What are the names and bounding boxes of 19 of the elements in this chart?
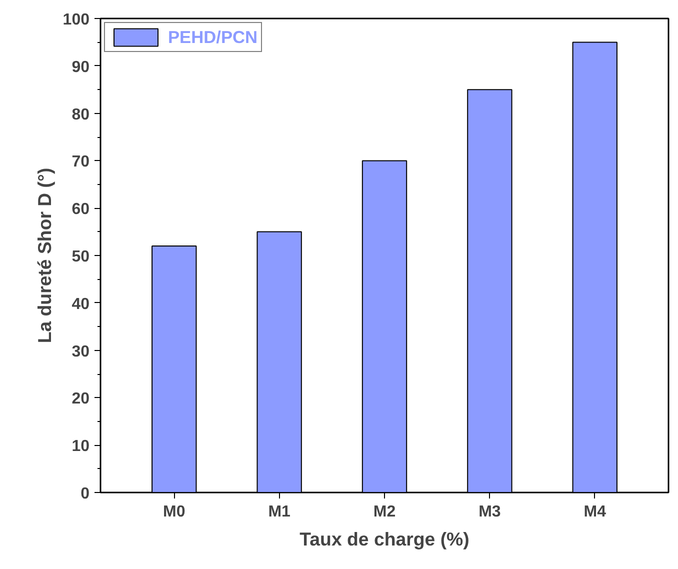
y-tick-label: 10 — [72, 438, 90, 456]
y-tick-label: 80 — [72, 106, 90, 124]
y-tick-label: 60 — [72, 201, 90, 218]
x-tick-label: M3 — [478, 504, 501, 520]
y-tick-label: 70 — [72, 154, 90, 171]
y-tick-label: 100 — [62, 12, 90, 28]
x-tick-label: M2 — [373, 504, 396, 520]
y-tick-label: 30 — [72, 343, 90, 360]
x-tick-label: M4 — [584, 504, 606, 520]
y-tick-label: 0 — [80, 486, 90, 502]
x-tick-label: M0 — [163, 504, 186, 520]
legend-label: PEHD/PCN — [168, 26, 258, 48]
y-axis-title: La dureté Shor D (°) — [34, 168, 55, 344]
y-tick-label: 20 — [72, 390, 90, 408]
y-tick-label: 40 — [72, 296, 90, 313]
x-tick-label: M1 — [268, 504, 291, 520]
y-tick-label: 50 — [72, 248, 90, 266]
x-axis-title: Taux de charge (%) — [300, 528, 470, 550]
y-tick-label: 90 — [72, 58, 90, 76]
